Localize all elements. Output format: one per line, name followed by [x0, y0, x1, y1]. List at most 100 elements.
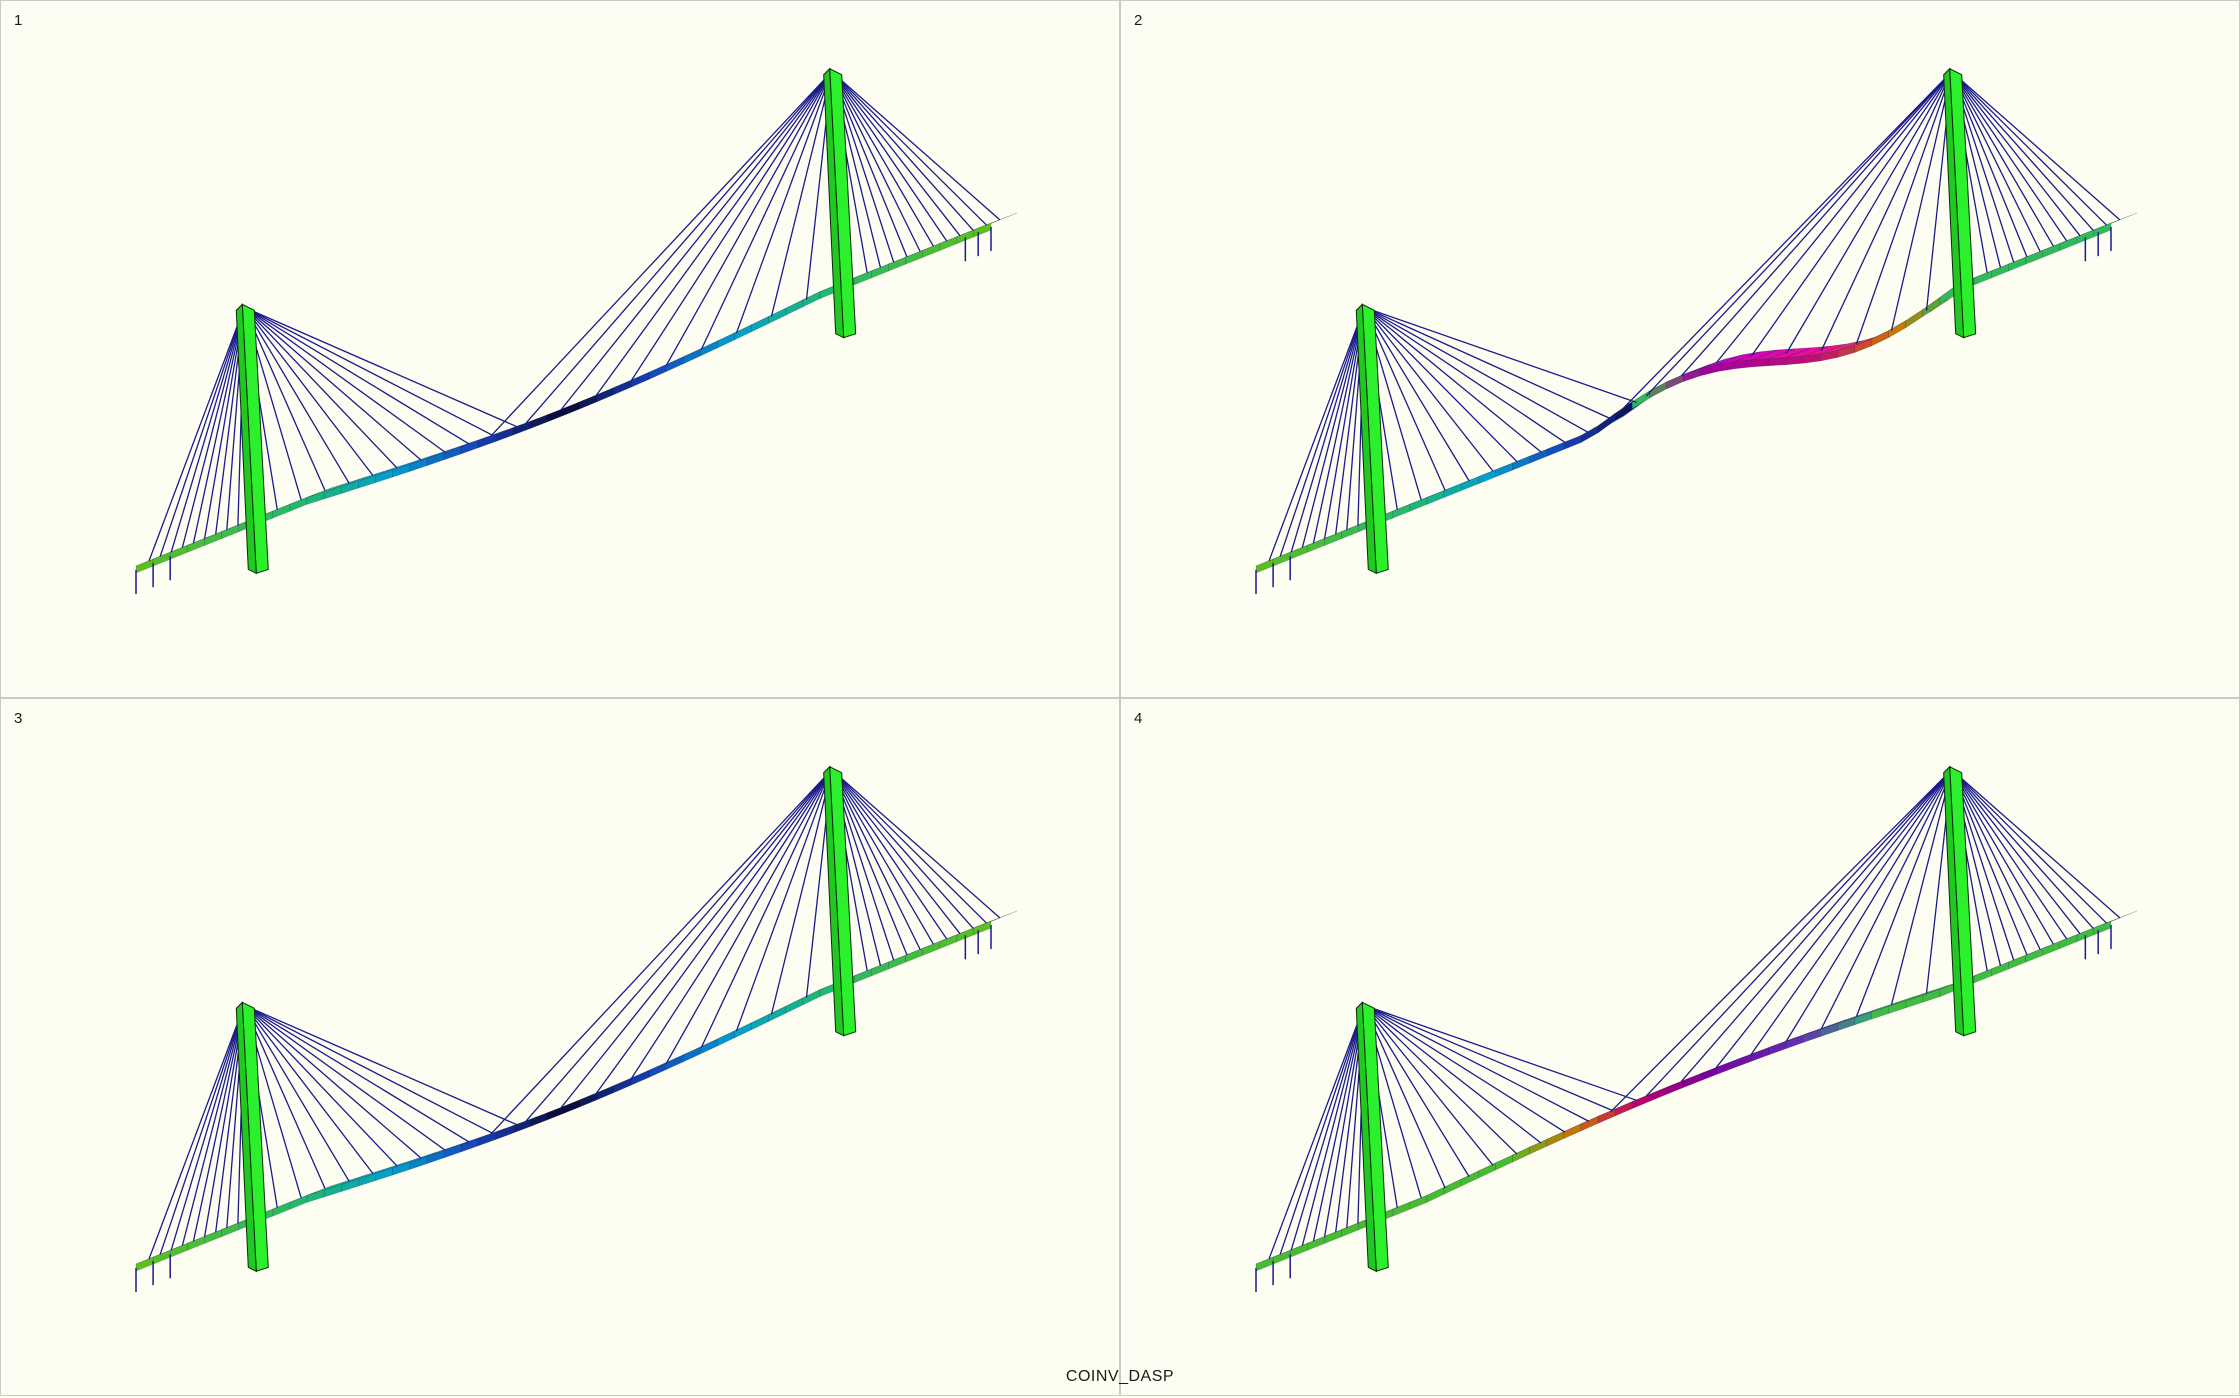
deck-side	[700, 340, 718, 357]
deck-side	[152, 551, 171, 567]
deck-side	[289, 497, 308, 512]
deck-side	[1512, 455, 1530, 471]
stay-cable	[1363, 306, 1518, 462]
viewport-1[interactable]: 1	[0, 0, 1120, 698]
stay-cable	[831, 71, 935, 247]
stay-cable	[1750, 769, 1953, 1055]
stay-cable	[192, 1005, 245, 1242]
deck-side	[187, 538, 205, 553]
pylon	[1355, 1001, 1389, 1273]
deck-side	[1973, 968, 1992, 984]
stay-cable	[1364, 306, 1613, 421]
stay-cable	[1290, 1005, 1365, 1251]
deck-side	[1341, 524, 1359, 540]
deck-side	[1529, 449, 1547, 464]
deck-side	[1546, 1131, 1565, 1147]
deck-side	[717, 332, 735, 349]
deck-side	[905, 250, 923, 265]
deck-side	[973, 920, 992, 936]
deck-side	[204, 1229, 222, 1244]
deck-side	[580, 1092, 598, 1107]
stay-cable	[243, 1004, 422, 1159]
deck-side	[1768, 357, 1787, 367]
stay-cable	[831, 769, 961, 935]
stay-cable	[1820, 71, 1953, 351]
stay-cable	[1279, 1005, 1365, 1255]
deck-side	[1409, 497, 1428, 512]
pylon-face	[1943, 67, 1965, 339]
deck-side	[2008, 954, 2026, 970]
stay-cable	[1363, 306, 1566, 443]
stay-cable	[243, 1004, 374, 1174]
stay-cable	[1951, 71, 2041, 252]
deck-side	[1495, 462, 1513, 478]
stay-cable	[1363, 1004, 1590, 1122]
stay-cable	[1951, 71, 2068, 242]
deck-side	[1409, 1195, 1428, 1210]
stay-cables	[1268, 769, 2121, 1260]
stay-cable	[1610, 769, 1953, 1112]
stay-cable	[243, 1005, 326, 1190]
stay-cables	[148, 71, 1001, 562]
stay-cable	[1363, 306, 1542, 453]
deck-side	[614, 379, 633, 395]
deck-side	[477, 1132, 496, 1147]
stay-cable	[243, 307, 326, 492]
stay-cable	[1610, 71, 1953, 422]
stay-cable	[1364, 306, 1637, 404]
stay-cable	[1279, 307, 1365, 557]
stay-cable	[831, 769, 974, 929]
deck-side	[187, 1236, 205, 1251]
deck	[1255, 910, 2138, 1272]
pylon	[235, 1001, 269, 1273]
viewport-label: 4	[1134, 710, 1143, 727]
stay-cable	[192, 307, 245, 544]
pylon-face	[1943, 765, 1965, 1037]
deck-side	[785, 997, 804, 1014]
deck-side	[1426, 1186, 1445, 1203]
deck-side	[580, 394, 598, 409]
stay-cable	[735, 71, 833, 334]
deck-side	[1307, 538, 1325, 553]
stay-cable	[1301, 307, 1365, 548]
deck-side	[1580, 425, 1599, 444]
stay-cables	[148, 769, 1001, 1260]
stay-cable	[595, 71, 833, 396]
stay-cable	[1363, 1005, 1446, 1189]
deck-side	[682, 348, 701, 365]
deck-side	[1563, 1123, 1582, 1139]
stay-cable	[770, 769, 833, 1015]
deck-side	[221, 524, 239, 540]
pylon-face	[235, 1001, 257, 1273]
deck-side	[2093, 920, 2112, 936]
stay-cable	[831, 71, 948, 242]
stay-cable	[1363, 1005, 1470, 1177]
stay-cable	[831, 769, 921, 950]
deck-side	[204, 531, 222, 546]
stay-cable	[831, 769, 1001, 919]
stay-cable	[560, 71, 833, 411]
deck-side	[1460, 476, 1479, 492]
deck-side	[1324, 531, 1342, 546]
stay-cable	[831, 769, 948, 940]
viewport-3[interactable]: 3	[0, 698, 1120, 1396]
deck-side	[751, 1014, 769, 1031]
deck-side	[648, 1062, 667, 1078]
deck-side	[614, 1077, 633, 1093]
deck-side	[1255, 558, 1274, 574]
stay-cable	[159, 1005, 245, 1255]
stay-cable	[1364, 1004, 1637, 1101]
viewport-4[interactable]: 4	[1120, 698, 2240, 1396]
deck-side	[1905, 309, 1924, 329]
stay-cable	[1890, 71, 1953, 331]
deck-side	[665, 1054, 684, 1071]
deck-side	[1631, 1094, 1650, 1110]
stay-cable	[831, 769, 908, 956]
deck-side	[1272, 551, 1291, 567]
stay-cable	[595, 769, 833, 1094]
stay-cable	[1363, 307, 1446, 491]
stay-cable	[243, 1004, 398, 1167]
stay-cable	[560, 769, 833, 1109]
stay-cable	[630, 769, 833, 1080]
viewport-2[interactable]: 2	[1120, 0, 2240, 698]
